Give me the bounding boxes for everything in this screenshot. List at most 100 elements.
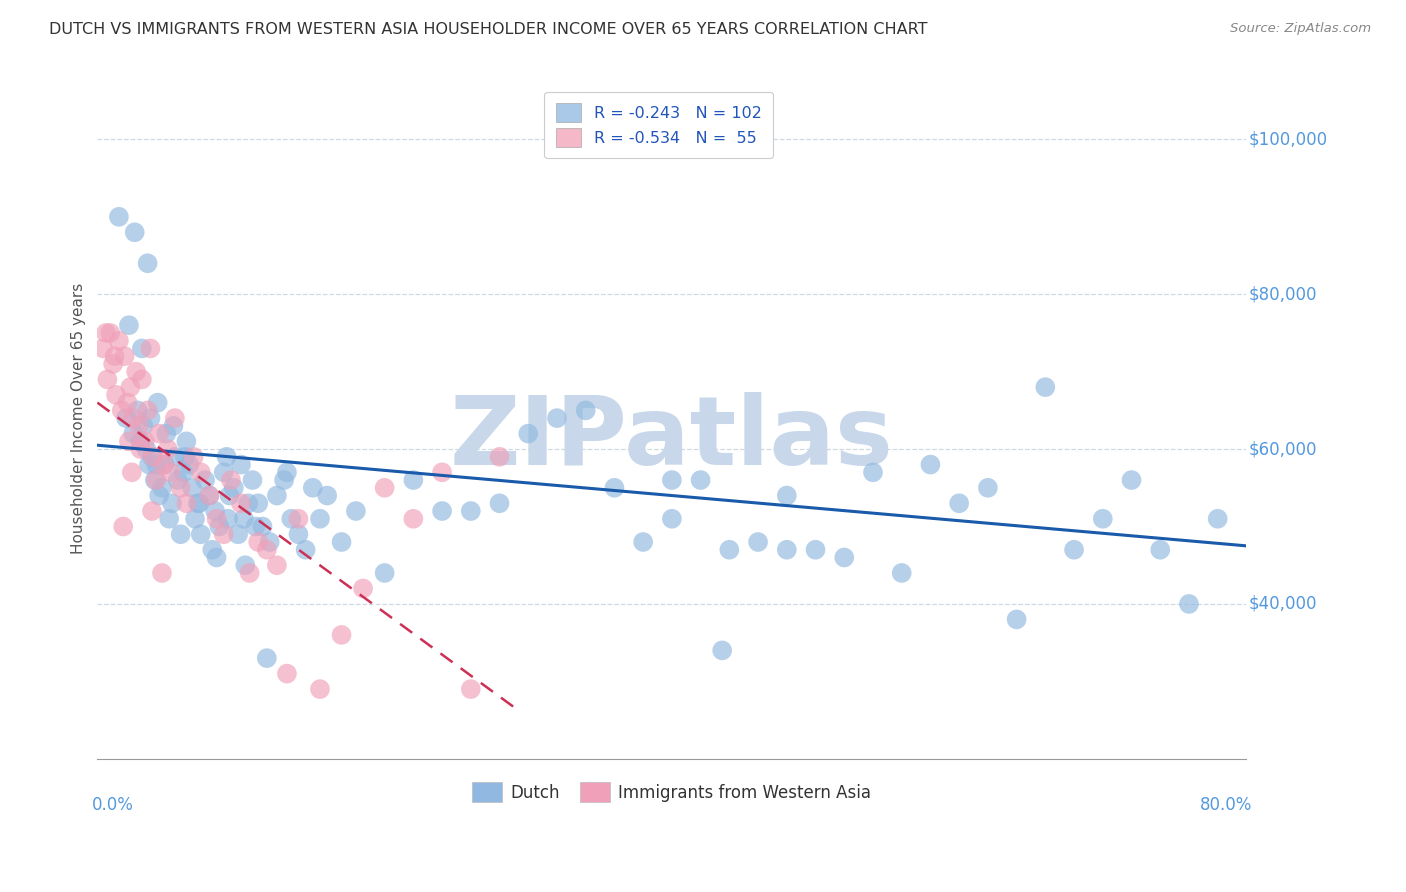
- Point: [179, 458, 201, 472]
- Point: [245, 519, 267, 533]
- Point: [330, 535, 353, 549]
- Point: [920, 458, 942, 472]
- Point: [188, 496, 211, 510]
- Point: [718, 542, 741, 557]
- Point: [747, 535, 769, 549]
- Point: [430, 504, 453, 518]
- Point: [575, 403, 598, 417]
- Point: [309, 682, 332, 697]
- Point: [239, 566, 262, 580]
- Point: [603, 481, 626, 495]
- Point: [218, 489, 240, 503]
- Point: [205, 512, 228, 526]
- Point: [276, 666, 298, 681]
- Point: [118, 434, 141, 449]
- Point: [103, 349, 125, 363]
- Point: [153, 458, 176, 472]
- Point: [890, 566, 912, 580]
- Point: [148, 489, 170, 503]
- Point: [184, 512, 207, 526]
- Point: [259, 535, 281, 549]
- Point: [176, 434, 198, 449]
- Point: [256, 651, 278, 665]
- Point: [131, 342, 153, 356]
- Point: [143, 473, 166, 487]
- Point: [631, 535, 654, 549]
- Point: [187, 496, 209, 510]
- Point: [238, 496, 260, 510]
- Point: [111, 403, 134, 417]
- Point: [661, 473, 683, 487]
- Point: [162, 418, 184, 433]
- Point: [1206, 512, 1229, 526]
- Point: [135, 442, 157, 456]
- Point: [488, 496, 510, 510]
- Point: [125, 365, 148, 379]
- Point: [142, 450, 165, 464]
- Point: [316, 489, 339, 503]
- Point: [155, 426, 177, 441]
- Point: [661, 512, 683, 526]
- Point: [114, 349, 136, 363]
- Point: [374, 481, 396, 495]
- Point: [163, 450, 186, 464]
- Point: [169, 527, 191, 541]
- Point: [141, 450, 163, 464]
- Point: [217, 512, 239, 526]
- Point: [252, 519, 274, 533]
- Point: [174, 450, 197, 464]
- Point: [105, 388, 128, 402]
- Point: [776, 489, 799, 503]
- Point: [776, 542, 799, 557]
- Point: [287, 527, 309, 541]
- Point: [194, 473, 217, 487]
- Point: [145, 458, 167, 472]
- Text: $40,000: $40,000: [1249, 595, 1317, 613]
- Point: [173, 465, 195, 479]
- Point: [546, 411, 568, 425]
- Point: [94, 326, 117, 340]
- Point: [301, 481, 323, 495]
- Point: [128, 418, 150, 433]
- Point: [156, 442, 179, 456]
- Point: [460, 682, 482, 697]
- Point: [190, 527, 212, 541]
- Point: [229, 496, 252, 510]
- Y-axis label: Householder Income Over 65 years: Householder Income Over 65 years: [72, 283, 86, 554]
- Point: [117, 395, 139, 409]
- Point: [120, 380, 142, 394]
- Point: [1149, 542, 1171, 557]
- Point: [352, 582, 374, 596]
- Point: [176, 496, 198, 510]
- Point: [689, 473, 711, 487]
- Point: [1121, 473, 1143, 487]
- Point: [402, 512, 425, 526]
- Point: [1033, 380, 1056, 394]
- Point: [183, 450, 205, 464]
- Point: [121, 465, 143, 479]
- Point: [108, 210, 131, 224]
- Text: 0.0%: 0.0%: [91, 797, 134, 814]
- Point: [977, 481, 1000, 495]
- Point: [1063, 542, 1085, 557]
- Point: [118, 318, 141, 333]
- Point: [208, 519, 231, 533]
- Text: DUTCH VS IMMIGRANTS FROM WESTERN ASIA HOUSEHOLDER INCOME OVER 65 YEARS CORRELATI: DUTCH VS IMMIGRANTS FROM WESTERN ASIA HO…: [49, 22, 928, 37]
- Point: [242, 473, 264, 487]
- Point: [287, 512, 309, 526]
- Point: [122, 411, 145, 425]
- Point: [129, 434, 152, 449]
- Point: [98, 326, 121, 340]
- Point: [198, 489, 221, 503]
- Text: $60,000: $60,000: [1249, 440, 1317, 458]
- Point: [711, 643, 734, 657]
- Point: [832, 550, 855, 565]
- Point: [150, 481, 173, 495]
- Point: [948, 496, 970, 510]
- Point: [226, 527, 249, 541]
- Legend: Dutch, Immigrants from Western Asia: Dutch, Immigrants from Western Asia: [465, 776, 879, 808]
- Point: [198, 489, 221, 503]
- Point: [163, 411, 186, 425]
- Point: [91, 342, 114, 356]
- Point: [804, 542, 827, 557]
